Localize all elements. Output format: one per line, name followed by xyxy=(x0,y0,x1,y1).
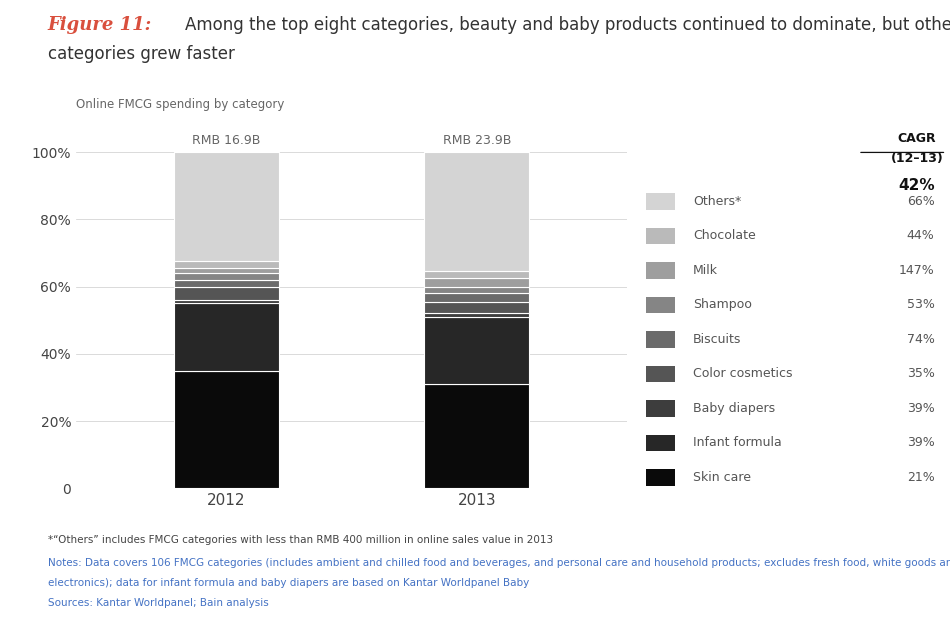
Text: 21%: 21% xyxy=(907,471,935,484)
Text: Infant formula: Infant formula xyxy=(694,436,782,449)
Bar xyxy=(174,287,279,300)
Text: 39%: 39% xyxy=(907,402,935,415)
Text: *“Others” includes FMCG categories with less than RMB 400 million in online sale: *“Others” includes FMCG categories with … xyxy=(48,535,553,545)
Text: Others*: Others* xyxy=(694,195,741,208)
Text: Chocolate: Chocolate xyxy=(694,230,756,242)
Text: Figure 11:: Figure 11: xyxy=(48,16,152,34)
Bar xyxy=(424,278,529,287)
Text: Among the top eight categories, beauty and baby products continued to dominate, : Among the top eight categories, beauty a… xyxy=(185,16,950,34)
Bar xyxy=(646,228,675,244)
Text: 66%: 66% xyxy=(907,195,935,208)
Text: 74%: 74% xyxy=(906,333,935,346)
Text: Skin care: Skin care xyxy=(694,471,751,484)
Bar xyxy=(174,152,279,262)
Text: electronics); data for infant formula and baby diapers are based on Kantar World: electronics); data for infant formula an… xyxy=(48,578,529,588)
Bar xyxy=(646,434,675,451)
Text: CAGR: CAGR xyxy=(898,133,937,145)
Text: Milk: Milk xyxy=(694,264,718,277)
Bar xyxy=(424,317,529,384)
Text: 53%: 53% xyxy=(906,299,935,311)
Text: RMB 16.9B: RMB 16.9B xyxy=(192,134,260,147)
Text: Shampoo: Shampoo xyxy=(694,299,752,311)
Bar xyxy=(646,470,675,486)
Bar xyxy=(174,371,279,488)
Text: Sources: Kantar Worldpanel; Bain analysis: Sources: Kantar Worldpanel; Bain analysi… xyxy=(48,598,268,608)
Bar xyxy=(174,268,279,273)
Bar xyxy=(424,152,529,272)
Text: (12–13): (12–13) xyxy=(890,153,943,165)
Bar xyxy=(424,302,529,314)
Bar xyxy=(646,262,675,279)
Bar xyxy=(174,300,279,304)
Bar xyxy=(174,273,279,280)
Text: 35%: 35% xyxy=(906,367,935,381)
Text: categories grew faster: categories grew faster xyxy=(48,45,235,63)
Bar xyxy=(424,287,529,294)
Text: Online FMCG spending by category: Online FMCG spending by category xyxy=(76,98,284,111)
Bar xyxy=(646,400,675,416)
Bar xyxy=(646,331,675,347)
Bar xyxy=(424,272,529,278)
Text: Color cosmetics: Color cosmetics xyxy=(694,367,792,381)
Bar xyxy=(174,304,279,371)
Bar xyxy=(174,280,279,287)
Text: RMB 23.9B: RMB 23.9B xyxy=(443,134,511,147)
Text: 44%: 44% xyxy=(907,230,935,242)
Text: Notes: Data covers 106 FMCG categories (includes ambient and chilled food and be: Notes: Data covers 106 FMCG categories (… xyxy=(48,558,950,568)
Text: Baby diapers: Baby diapers xyxy=(694,402,775,415)
Bar xyxy=(174,262,279,268)
Text: 39%: 39% xyxy=(907,436,935,449)
Bar xyxy=(646,297,675,313)
Text: Biscuits: Biscuits xyxy=(694,333,742,346)
Bar xyxy=(424,294,529,302)
Bar xyxy=(646,193,675,210)
Text: 147%: 147% xyxy=(899,264,935,277)
Text: 42%: 42% xyxy=(899,178,935,193)
Bar xyxy=(424,384,529,488)
Bar xyxy=(646,366,675,382)
Bar xyxy=(424,314,529,317)
